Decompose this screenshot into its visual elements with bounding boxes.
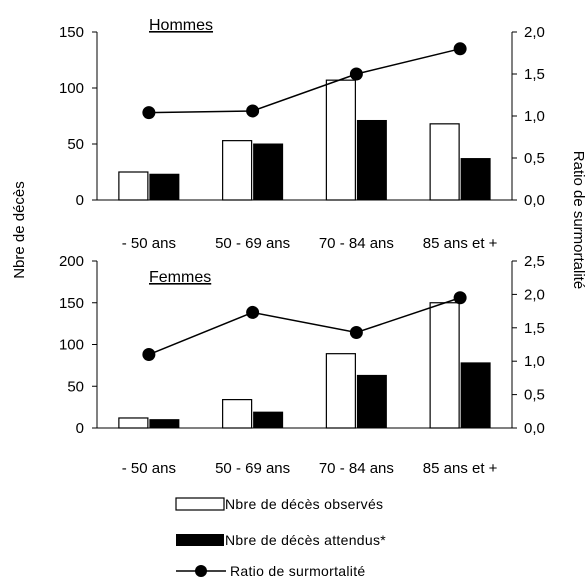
bar-observed xyxy=(325,79,356,201)
y2-tick-label: 0,5 xyxy=(524,150,545,167)
panel-femmes: Femmes 0 50 100 150 200 0,0 0,5 1,0 1,5 2,0 2,5 - 50… xyxy=(59,253,545,477)
y2-tick-label: 2,5 xyxy=(524,253,545,270)
bar-expected xyxy=(149,173,180,201)
bar-expected xyxy=(356,119,387,201)
bar-expected xyxy=(356,374,387,429)
bar-expected xyxy=(253,411,284,429)
y2-tick-label: 2,0 xyxy=(524,286,545,303)
panel-title: Hommes xyxy=(149,17,213,34)
category-label: 85 ans et + xyxy=(423,235,498,252)
legend-marker-ratio xyxy=(195,565,207,577)
ratio-point xyxy=(453,42,467,56)
category-label: 70 - 84 ans xyxy=(319,460,394,477)
ratio-line xyxy=(148,48,461,114)
y-tick-label: 150 xyxy=(59,295,84,312)
legend-swatch-observed xyxy=(175,497,225,511)
y2-tick-label: 2,0 xyxy=(524,24,545,41)
bar-observed xyxy=(118,417,149,429)
legend-label-observed: Nbre de décès observés xyxy=(225,496,383,512)
category-label: 50 - 69 ans xyxy=(215,235,290,252)
y-tick-label: 50 xyxy=(67,378,84,395)
panel-title: Femmes xyxy=(149,269,211,286)
ratio-point xyxy=(142,106,156,120)
category-label: 70 - 84 ans xyxy=(319,235,394,252)
bar-observed xyxy=(325,353,356,429)
y2-tick-label: 0,0 xyxy=(524,420,545,437)
y-tick-label: 100 xyxy=(59,337,84,354)
y-tick-label: 50 xyxy=(67,136,84,153)
bar-expected xyxy=(253,143,284,201)
y-tick-label: 150 xyxy=(59,24,84,41)
bar-observed xyxy=(429,302,460,429)
y2-tick-label: 1,5 xyxy=(524,66,545,83)
category-label: - 50 ans xyxy=(122,235,176,252)
y-tick-label: 100 xyxy=(59,80,84,97)
legend-label-expected: Nbre de décès attendus* xyxy=(225,532,386,548)
ratio-line xyxy=(148,297,461,356)
bar-expected xyxy=(460,158,491,201)
y-tick-label: 200 xyxy=(59,253,84,270)
bar-observed xyxy=(222,399,253,429)
ratio-point xyxy=(142,348,156,362)
y2-tick-label: 1,0 xyxy=(524,353,545,370)
ratio-point xyxy=(246,104,260,118)
bar-expected xyxy=(460,362,491,429)
bar-observed xyxy=(429,123,460,201)
y2-tick-label: 0,5 xyxy=(524,387,545,404)
y-tick-label: 0 xyxy=(76,192,84,209)
ratio-point xyxy=(246,305,260,319)
y-tick-label: 0 xyxy=(76,420,84,437)
category-label: 85 ans et + xyxy=(423,460,498,477)
bar-observed xyxy=(118,171,149,201)
y2-tick-label: 1,0 xyxy=(524,108,545,125)
category-label: 50 - 69 ans xyxy=(215,460,290,477)
bar-observed xyxy=(222,140,253,201)
y2-axis-title: Ratio de surmortalité xyxy=(570,151,587,289)
panel-hommes: Hommes 0 50 100 150 0,0 0,5 1,0 1,5 2,0 - 50 ans 50… xyxy=(59,17,545,252)
legend: Nbre de décès observés Nbre de décès att… xyxy=(175,496,386,579)
ratio-point xyxy=(349,67,363,81)
ratio-point xyxy=(349,325,363,339)
bar-expected xyxy=(149,419,180,429)
ratio-point xyxy=(453,291,467,305)
legend-label-ratio: Ratio de surmortalité xyxy=(230,563,365,579)
y-axis-title: Nbre de décès xyxy=(11,181,28,279)
category-label: - 50 ans xyxy=(122,460,176,477)
legend-swatch-expected xyxy=(176,534,224,546)
y2-tick-label: 0,0 xyxy=(524,192,545,209)
y2-tick-label: 1,5 xyxy=(524,320,545,337)
